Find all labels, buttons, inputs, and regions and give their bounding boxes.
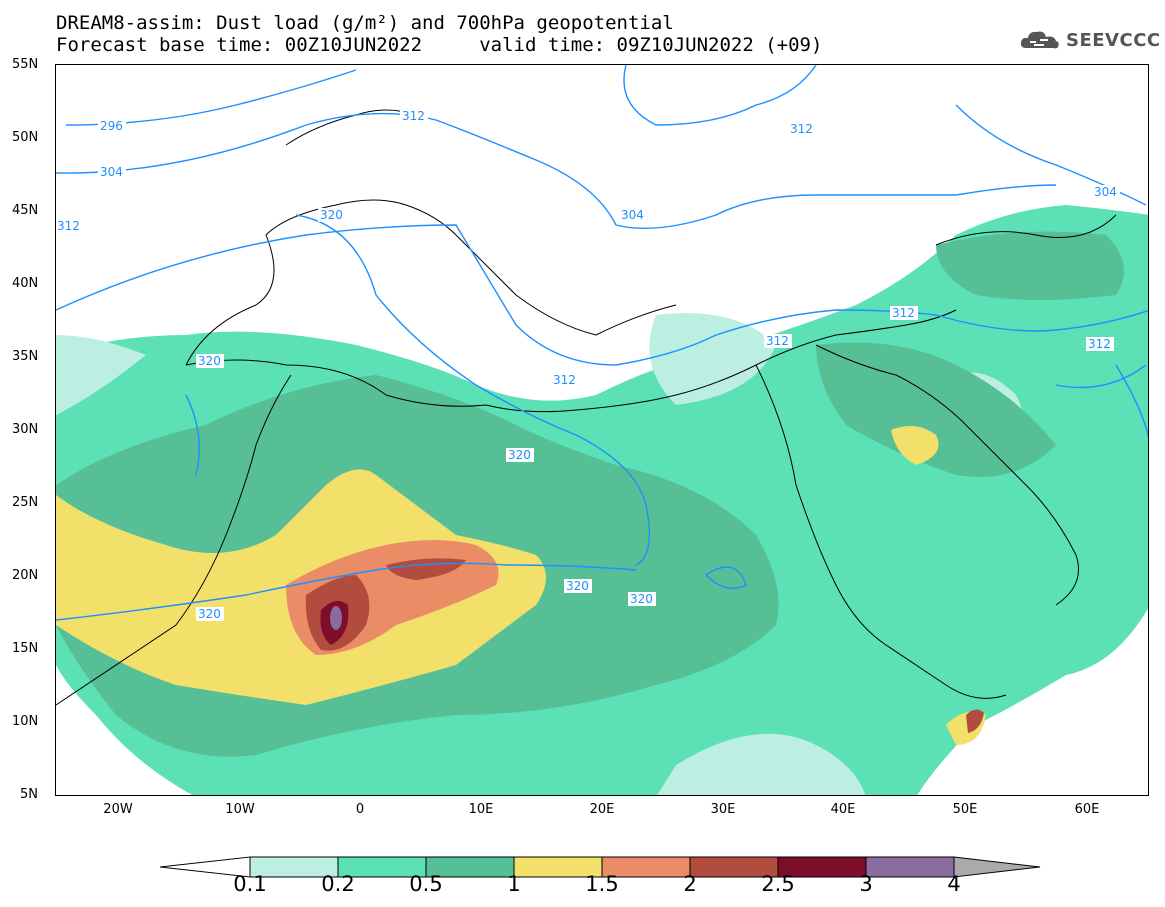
lon-label-40e: 40E bbox=[830, 802, 856, 817]
contour-label-312-c: 312 bbox=[553, 373, 576, 387]
dust-region-0.2-green bbox=[649, 313, 776, 405]
lat-label-40n: 40N bbox=[12, 276, 39, 291]
map-area: 296 304 312 320 312 304 312 320 320 320 … bbox=[55, 64, 1149, 796]
contour-label-304-b: 304 bbox=[621, 208, 644, 222]
colorbar-right-arrow bbox=[953, 856, 1041, 878]
contour-label-320-d: 320 bbox=[198, 607, 221, 621]
lon-label-10e: 10E bbox=[468, 802, 494, 817]
lon-label-20e: 20E bbox=[589, 802, 615, 817]
contour-label-312-b: 312 bbox=[402, 109, 425, 123]
lon-label-60e: 60E bbox=[1074, 802, 1100, 817]
contour-296 bbox=[65, 69, 357, 126]
dust-region-1.0-arabia bbox=[891, 426, 939, 465]
contour-label-312-g: 312 bbox=[1088, 337, 1111, 351]
seevccc-logo: SEEVCCC bbox=[1018, 28, 1161, 52]
contour-label-320-c: 320 bbox=[508, 448, 531, 462]
dust-region-0.1-south bbox=[657, 733, 866, 795]
contour-label-304-c: 304 bbox=[1094, 185, 1117, 199]
colorbar bbox=[160, 856, 1041, 878]
contour-312-ne bbox=[1055, 364, 1147, 389]
colorbar-tick-0.5: 0.5 bbox=[409, 872, 443, 896]
contour-labels: 296 304 312 320 312 304 312 320 320 320 … bbox=[56, 109, 1120, 621]
contour-320-loop bbox=[295, 214, 651, 566]
geopotential-contours bbox=[56, 65, 1148, 621]
lat-label-10n: 10N bbox=[12, 714, 39, 729]
lat-label-25n: 25N bbox=[12, 495, 39, 510]
lat-label-20n: 20N bbox=[12, 568, 39, 583]
contour-label-312-f: 312 bbox=[766, 334, 789, 348]
contour-label-296: 296 bbox=[100, 119, 123, 133]
lon-label-0: 0 bbox=[355, 802, 365, 817]
contour-312-top bbox=[623, 65, 817, 126]
contour-label-320-f: 320 bbox=[630, 592, 653, 606]
contour-label-320: 320 bbox=[320, 208, 343, 222]
colorbar-bin-8 bbox=[865, 856, 955, 878]
colorbar-tick-1.5: 1.5 bbox=[585, 872, 619, 896]
dust-region-3.0 bbox=[330, 606, 342, 630]
contour-label-312: 312 bbox=[57, 219, 80, 233]
contour-label-304: 304 bbox=[100, 165, 123, 179]
lat-label-30n: 30N bbox=[12, 422, 39, 437]
dust-region-2.0-somalia bbox=[966, 709, 984, 733]
dust-region-0.5-east bbox=[816, 342, 1056, 477]
lat-label-55n: 55N bbox=[12, 57, 39, 72]
contour-320-n bbox=[185, 394, 200, 476]
contour-304 bbox=[56, 112, 1057, 230]
lat-label-35n: 35N bbox=[12, 349, 39, 364]
logo-text: SEEVCCC bbox=[1066, 29, 1161, 51]
colorbar-tick-2: 2 bbox=[683, 872, 697, 896]
dust-region-0.1-pale bbox=[56, 335, 146, 415]
lon-label-10w: 10W bbox=[225, 802, 255, 817]
lat-label-50n: 50N bbox=[12, 130, 39, 145]
title-line-1: DREAM8-assim: Dust load (g/m²) and 700hP… bbox=[56, 12, 674, 34]
contour-label-312-d: 312 bbox=[790, 122, 813, 136]
colorbar-tick-2.5: 2.5 bbox=[761, 872, 795, 896]
coastlines bbox=[56, 109, 1117, 706]
lon-label-30e: 30E bbox=[710, 802, 736, 817]
lat-label-5n: 5N bbox=[20, 787, 38, 802]
lat-label-15n: 15N bbox=[12, 641, 39, 656]
contour-label-320-b: 320 bbox=[198, 354, 221, 368]
contour-320-e bbox=[705, 566, 747, 589]
colorbar-tick-0.2: 0.2 bbox=[321, 872, 355, 896]
lon-label-50e: 50E bbox=[952, 802, 978, 817]
colorbar-tick-4: 4 bbox=[947, 872, 961, 896]
contour-312-far-e bbox=[1115, 364, 1148, 438]
dust-region-0.5-ne bbox=[936, 231, 1124, 300]
title-line-2: Forecast base time: 00Z10JUN2022 valid t… bbox=[56, 34, 823, 56]
colorbar-tick-1: 1 bbox=[507, 872, 521, 896]
lat-label-45n: 45N bbox=[12, 203, 39, 218]
cloud-icon bbox=[1020, 31, 1059, 49]
colorbar-tick-3: 3 bbox=[859, 872, 873, 896]
contour-label-312-e: 312 bbox=[892, 306, 915, 320]
contour-312 bbox=[56, 224, 1148, 366]
contour-label-320-e: 320 bbox=[566, 579, 589, 593]
contour-320 bbox=[56, 562, 637, 621]
colorbar-tick-0.1: 0.1 bbox=[233, 872, 267, 896]
lon-label-20w: 20W bbox=[103, 802, 133, 817]
dust-load-map: 296 304 312 320 312 304 312 320 320 320 … bbox=[56, 65, 1148, 795]
